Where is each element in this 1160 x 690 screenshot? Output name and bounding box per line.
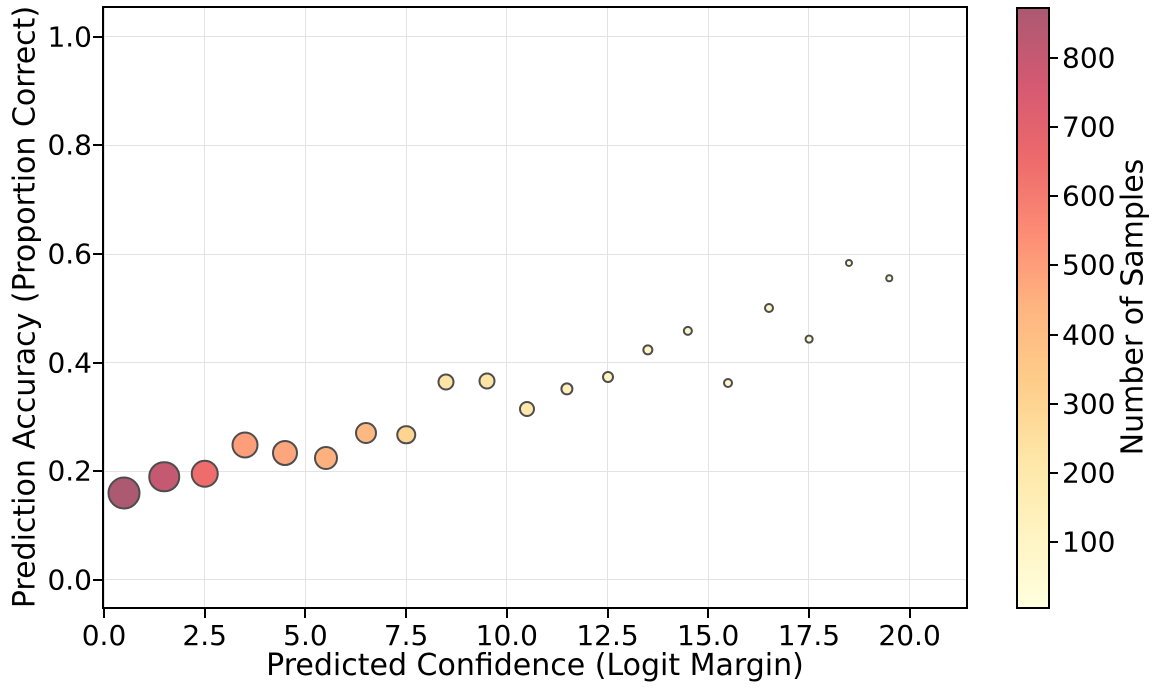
colorbar-tick-label: 800 [1062,41,1116,75]
x-gridline [405,8,407,607]
data-point [560,382,574,396]
data-point [437,373,455,391]
data-point [763,303,774,314]
x-gridline [909,8,911,607]
y-tick-label: 0.2 [47,454,92,488]
x-tick-mark [505,609,508,618]
data-point [354,422,377,445]
y-gridline [104,253,966,255]
colorbar-tick-mark [1050,541,1058,543]
x-tick-mark [606,609,609,618]
x-tick-label: 0.0 [81,619,127,652]
data-point [396,425,416,445]
data-point [272,440,299,467]
colorbar-tick-mark [1050,195,1058,198]
data-point [601,371,614,384]
data-point [682,325,694,337]
x-tick-label: 15.0 [677,619,740,652]
colorbar [1016,7,1050,609]
data-point [518,401,535,418]
data-point [148,460,181,493]
data-point [478,372,496,390]
x-gridline [607,8,608,607]
y-tick-label: 0.0 [47,563,92,597]
data-point [885,274,894,283]
y-tick-label: 0.8 [47,128,92,162]
colorbar-tick-label: 200 [1062,456,1116,490]
y-gridline [104,579,966,581]
y-tick-mark [93,35,102,38]
colorbar-tick-mark [1050,471,1058,474]
x-gridline [506,8,508,607]
colorbar-label: Number of Samples [1115,158,1151,456]
colorbar-tick-mark [1050,402,1058,405]
y-gridline [104,470,966,472]
y-gridline [104,36,966,38]
x-tick-mark [103,609,105,618]
x-tick-label: 5.0 [283,619,328,652]
colorbar-tick-label: 600 [1062,179,1116,213]
y-tick-label: 1.0 [47,20,92,54]
x-tick-mark [405,609,408,618]
y-gridline [104,144,966,146]
x-gridline [103,8,105,607]
data-point [231,431,259,459]
data-point [723,378,734,389]
y-tick-mark [93,253,102,255]
colorbar-tick-mark [1050,126,1058,129]
y-axis-label: Prediction Accuracy (Proportion Correct) [7,5,43,609]
x-axis-label: Predicted Confidence (Logit Margin) [266,648,804,683]
x-tick-mark [908,609,911,618]
y-tick-mark [93,144,102,147]
y-tick-mark [93,578,102,581]
colorbar-tick-mark [1050,264,1058,267]
x-tick-label: 2.5 [182,619,227,652]
x-tick-label: 7.5 [383,619,429,652]
x-gridline [204,8,206,607]
data-point [804,334,814,344]
plot-area [102,6,968,609]
colorbar-tick-label: 500 [1062,248,1116,282]
x-gridline [304,8,306,607]
colorbar-tick-label: 700 [1062,110,1116,144]
data-point [642,343,654,356]
y-tick-label: 0.6 [47,237,92,271]
colorbar-tick-label: 100 [1062,525,1116,559]
x-gridline [808,8,810,607]
data-point [107,476,141,510]
x-tick-label: 10.0 [475,619,538,652]
x-tick-mark [304,609,307,618]
x-tick-label: 17.5 [777,619,841,652]
x-tick-label: 20.0 [878,619,941,652]
data-point [313,445,338,470]
x-tick-mark [707,609,710,618]
colorbar-tick-label: 400 [1062,318,1116,352]
x-gridline [707,8,709,607]
y-tick-mark [93,470,102,473]
x-tick-label: 12.5 [576,619,639,652]
x-tick-mark [203,609,206,618]
y-gridline [104,362,966,364]
x-tick-mark [807,609,810,618]
y-tick-label: 0.4 [47,346,92,380]
data-point [845,259,854,268]
y-tick-mark [93,361,102,364]
data-point [190,459,219,489]
colorbar-tick-mark [1050,57,1058,60]
colorbar-tick-mark [1050,333,1058,336]
colorbar-tick-label: 300 [1062,387,1116,421]
